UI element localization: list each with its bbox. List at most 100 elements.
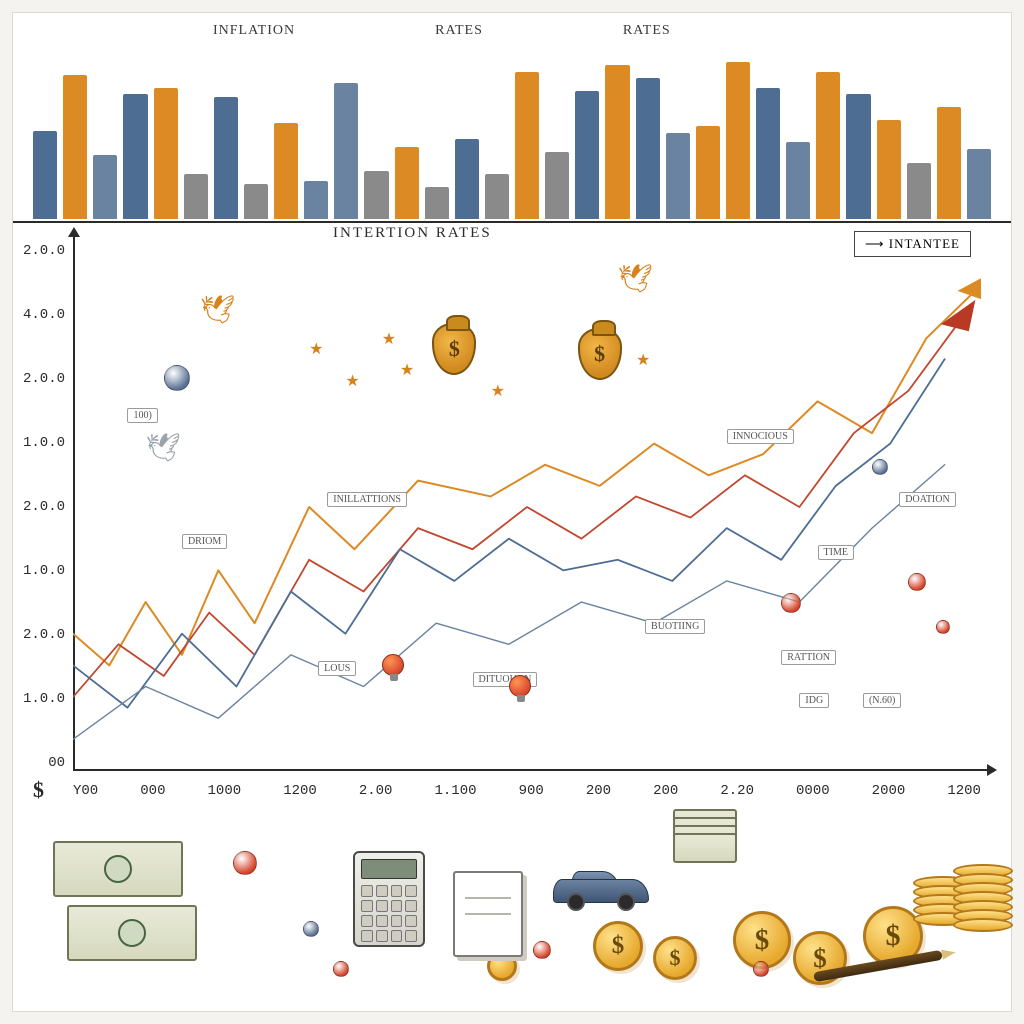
bar xyxy=(696,126,720,219)
main-line-chart: INTERTION RATES ⟶ INTANTEE 2.0.04.0.02.0… xyxy=(73,243,981,771)
bar xyxy=(214,97,238,219)
banknote-icon xyxy=(53,841,183,897)
y-tick: 2.0.0 xyxy=(23,627,65,643)
bar xyxy=(756,88,780,219)
bar xyxy=(726,62,750,219)
orb-icon xyxy=(333,961,349,977)
y-tick: 00 xyxy=(48,755,65,771)
bottom-icon-strip: $$$$$ xyxy=(33,811,991,991)
coin-stack-icon xyxy=(953,869,1013,932)
bar xyxy=(425,187,449,219)
bar xyxy=(575,91,599,219)
bar xyxy=(786,142,810,219)
orb-icon xyxy=(936,620,950,634)
calculator-icon xyxy=(353,851,425,947)
top-label-1: INFLATION xyxy=(213,23,295,39)
orb-icon xyxy=(533,941,551,959)
orb-icon xyxy=(233,851,257,875)
bar-row xyxy=(33,59,991,219)
bar xyxy=(93,155,117,219)
banknote-stack-icon xyxy=(673,831,737,863)
bar xyxy=(907,163,931,219)
bar xyxy=(334,83,358,219)
x-tick: 2.00 xyxy=(359,783,393,799)
bird-icon: 🕊︎ xyxy=(618,262,654,296)
y-tick: 2.0.0 xyxy=(23,243,65,259)
series-rust-mid xyxy=(73,317,963,697)
annotation-label: TIME xyxy=(818,545,854,560)
chart-title: INTERTION RATES xyxy=(333,225,492,242)
x-tick: 1.100 xyxy=(435,783,477,799)
orb-icon xyxy=(164,365,190,391)
bar xyxy=(274,123,298,219)
bar xyxy=(304,181,328,219)
series-orange-top xyxy=(73,285,981,665)
top-label-3: RATES xyxy=(623,23,671,39)
star-icon: ★ xyxy=(400,360,414,380)
bar xyxy=(63,75,87,219)
x-tick: Y00 xyxy=(73,783,98,799)
bar xyxy=(184,174,208,219)
annotation-label: 100) xyxy=(127,408,157,423)
top-label-2: RATES xyxy=(435,23,483,39)
bird-icon: 🕊︎ xyxy=(146,431,182,465)
star-icon: ★ xyxy=(345,371,359,391)
star-icon: ★ xyxy=(636,350,650,370)
paper-icon xyxy=(453,871,523,957)
bird-icon: 🕊︎ xyxy=(200,293,236,327)
bar xyxy=(123,94,147,219)
annotation-label: DOATION xyxy=(899,492,955,507)
orb-icon xyxy=(753,961,769,977)
x-tick: 200 xyxy=(586,783,611,799)
x-tick: 900 xyxy=(519,783,544,799)
x-tick: 1000 xyxy=(208,783,242,799)
car-icon xyxy=(553,871,649,911)
bar xyxy=(877,120,901,219)
bar xyxy=(515,72,539,219)
x-tick: 1200 xyxy=(283,783,317,799)
y-tick: 2.0.0 xyxy=(23,371,65,387)
annotation-label: RATTION xyxy=(781,650,836,665)
coin-icon: $ xyxy=(653,936,697,980)
bar xyxy=(937,107,961,219)
annotation-label: LOUS xyxy=(318,661,356,676)
x-axis-arrow-icon xyxy=(987,764,997,776)
star-icon: ★ xyxy=(309,339,323,359)
x-tick: 0000 xyxy=(796,783,830,799)
bar xyxy=(816,72,840,219)
y-axis-arrow-icon xyxy=(68,227,80,237)
origin-symbol: $ xyxy=(33,777,44,803)
annotation-label: (N.60) xyxy=(863,693,901,708)
bar xyxy=(666,133,690,219)
y-tick: 4.0.0 xyxy=(23,307,65,323)
annotation-label: INILLATTIONS xyxy=(327,492,407,507)
x-tick: 200 xyxy=(653,783,678,799)
annotation-label: DRIOM xyxy=(182,534,227,549)
annotation-label: INNOCIOUS xyxy=(727,429,794,444)
lightbulb-icon xyxy=(382,654,404,676)
bar xyxy=(636,78,660,219)
x-tick: 000 xyxy=(140,783,165,799)
top-bar-strip: INFLATION RATES RATES xyxy=(13,13,1011,223)
lightbulb-icon xyxy=(509,675,531,697)
y-tick: 1.0.0 xyxy=(23,691,65,707)
infographic-frame: INFLATION RATES RATES INTERTION RATES ⟶ … xyxy=(12,12,1012,1012)
bar xyxy=(154,88,178,219)
bar xyxy=(364,171,388,219)
star-icon: ★ xyxy=(382,329,396,349)
series-arrowhead-icon xyxy=(941,300,976,331)
x-axis-ticks: Y00 000 1000 1200 2.00 1.100 900 200 200 2.20 0000… xyxy=(73,783,981,799)
bar xyxy=(605,65,629,219)
y-axis-ticks: 2.0.04.0.02.0.01.0.02.0.01.0.02.0.01.0.0… xyxy=(15,243,65,771)
x-tick: 2000 xyxy=(872,783,906,799)
bar xyxy=(33,131,57,219)
x-tick: 2.20 xyxy=(720,783,754,799)
orb-icon xyxy=(781,593,801,613)
top-labels-row: INFLATION RATES RATES xyxy=(13,23,1011,39)
bar xyxy=(846,94,870,219)
y-tick: 1.0.0 xyxy=(23,435,65,451)
bar xyxy=(455,139,479,219)
annotation-label: BUOTIING xyxy=(645,619,705,634)
coin-icon: $ xyxy=(593,921,643,971)
star-icon: ★ xyxy=(491,381,505,401)
